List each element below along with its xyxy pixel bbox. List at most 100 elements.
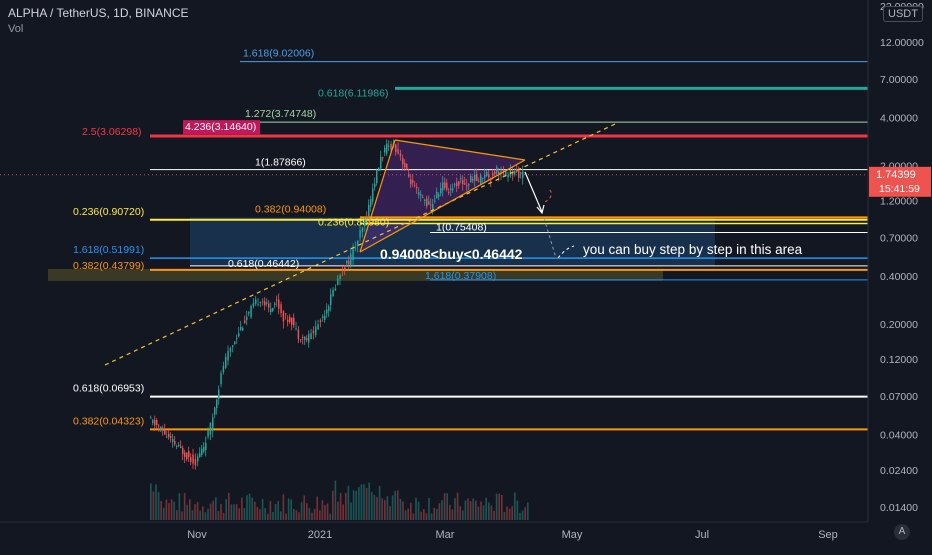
candle-body xyxy=(297,329,300,340)
volume-bar xyxy=(222,512,225,520)
symbol-title[interactable]: ALPHA / TetherUS, 1D, BINANCE xyxy=(8,6,189,20)
volume-bar xyxy=(215,497,217,520)
candle-body xyxy=(190,457,192,462)
candle-body xyxy=(494,171,496,175)
candle-body xyxy=(516,169,518,173)
candle-body xyxy=(232,345,234,347)
volume-bar xyxy=(334,480,337,520)
level-label: 1(0.75408) xyxy=(436,222,487,234)
candle-body xyxy=(264,301,266,306)
volume-bar xyxy=(503,512,506,520)
chart-header: ALPHA / TetherUS, 1D, BINANCE Vol xyxy=(8,6,189,35)
candles-layer xyxy=(150,139,524,470)
volume-bar xyxy=(488,502,490,520)
level-label: 1.618(0.51991) xyxy=(73,244,144,256)
annotations-layer: 0.94008<buy<0.46442 you can buy step by s… xyxy=(380,242,803,262)
volume-bar xyxy=(397,490,399,520)
candle-body xyxy=(174,440,176,445)
volume-bar xyxy=(316,496,318,520)
volume-bar xyxy=(321,500,324,520)
currency-badge[interactable]: USDT xyxy=(883,6,923,22)
price-tick-label: 0.70000 xyxy=(880,233,918,245)
candle-body xyxy=(268,303,270,308)
price-tick-label: 0.04000 xyxy=(880,430,918,442)
volume-bar xyxy=(313,508,316,520)
candle-body xyxy=(274,303,276,305)
candle-body xyxy=(280,304,282,313)
volume-bar xyxy=(342,504,344,520)
candle-body xyxy=(317,324,319,330)
candle-body xyxy=(262,301,264,303)
candle-body xyxy=(420,194,422,196)
volume-bar xyxy=(287,498,290,520)
volume-bar xyxy=(355,490,357,520)
candle-body xyxy=(410,179,412,185)
volume-bar xyxy=(176,510,178,520)
candle-body xyxy=(300,339,302,341)
volume-bar xyxy=(259,509,261,520)
volume-bar xyxy=(207,508,209,520)
volume-bar xyxy=(199,510,201,520)
candle-body xyxy=(341,270,344,271)
candle-body xyxy=(295,327,297,329)
volume-bar xyxy=(220,504,222,520)
candle-body xyxy=(408,174,410,177)
candle-body xyxy=(390,144,392,150)
volume-bar xyxy=(233,504,235,520)
volume-bar xyxy=(527,502,529,520)
volume-bar xyxy=(251,497,253,520)
candle-body xyxy=(257,304,259,306)
level-label: 0.618(0.06953) xyxy=(73,383,144,395)
candle-body xyxy=(184,452,186,457)
volume-bar xyxy=(373,494,376,520)
volume-bar xyxy=(417,501,420,520)
volume-bar xyxy=(170,499,173,520)
candle-body xyxy=(378,167,380,172)
candle-body xyxy=(399,153,402,157)
last-price-value: 1.74399 xyxy=(876,169,916,181)
level-label: 0.618(6.11986) xyxy=(318,87,388,99)
candle-body xyxy=(412,180,414,183)
candle-body xyxy=(404,162,406,168)
candle-body xyxy=(310,333,312,340)
volume-bar xyxy=(501,494,503,520)
candle-body xyxy=(422,196,424,198)
volume-bar xyxy=(228,492,230,520)
volume-bar xyxy=(459,506,461,520)
volume-bar xyxy=(194,504,196,520)
buy-hint-annotation: you can buy step by step in this area xyxy=(583,242,803,257)
candle-body xyxy=(466,185,468,187)
volume-bar xyxy=(267,513,269,520)
candle-body xyxy=(444,182,446,189)
volume-bar xyxy=(269,501,272,520)
candle-body xyxy=(460,178,462,180)
volume-bar xyxy=(160,501,162,520)
volume-bar xyxy=(514,492,516,520)
level-label: 0.382(0.94008) xyxy=(255,203,326,215)
candle-body xyxy=(470,175,472,183)
candle-body xyxy=(152,420,154,424)
candle-body xyxy=(287,319,289,322)
candle-body xyxy=(199,453,201,458)
volume-label[interactable]: Vol xyxy=(8,23,24,35)
candle-body xyxy=(414,185,416,186)
candle-body xyxy=(188,451,190,457)
last-price-countdown: 15:41:59 xyxy=(879,183,920,195)
candle-body xyxy=(450,188,452,191)
volume-bar xyxy=(225,499,227,520)
auto-scale-button[interactable]: A xyxy=(894,524,910,540)
volume-bar xyxy=(293,508,295,520)
candle-body xyxy=(252,303,255,307)
volume-bar xyxy=(433,507,435,520)
candle-body xyxy=(496,167,498,174)
candle-body xyxy=(370,199,372,207)
volume-bar xyxy=(204,512,207,520)
candle-body xyxy=(186,452,188,460)
candle-body xyxy=(348,260,350,265)
candle-body xyxy=(278,299,280,309)
candle-body xyxy=(272,308,274,311)
price-tick-label: 0.07000 xyxy=(880,391,918,403)
